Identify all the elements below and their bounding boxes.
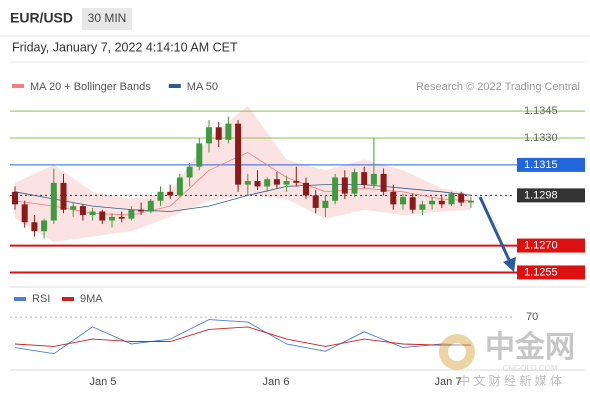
candle-body <box>79 206 86 216</box>
legend-label: 9MA <box>80 293 103 305</box>
timeframe[interactable]: 30 MIN <box>88 11 127 25</box>
indicator-line <box>14 326 471 347</box>
candle-body <box>390 191 397 205</box>
candle-body <box>341 177 348 194</box>
candle-body <box>109 216 115 221</box>
candle-body <box>332 177 339 201</box>
candle-body <box>186 166 193 178</box>
candle-body <box>12 191 18 205</box>
y-tick-label: 70 <box>526 311 538 323</box>
symbol: EUR/USD <box>10 10 73 26</box>
candle-body <box>351 172 358 194</box>
watermark-logo: 中金网 <box>485 330 575 364</box>
candle-body <box>370 173 377 185</box>
candle-body <box>283 181 290 185</box>
indicator-line <box>14 319 471 355</box>
candle-body <box>312 195 319 208</box>
candle-body <box>264 179 271 187</box>
level-label-box <box>517 188 585 203</box>
candle-body <box>467 200 474 203</box>
candle-body <box>254 181 261 187</box>
candle-body <box>60 182 67 210</box>
x-tick-label: Jan 7 <box>435 376 462 388</box>
candle-body <box>176 177 183 196</box>
candle-body <box>419 204 426 210</box>
candle-body <box>225 123 232 140</box>
candle-body <box>448 193 455 205</box>
level-label: 1.1255 <box>524 266 558 278</box>
candle-body <box>322 200 329 208</box>
bollinger-band <box>15 105 471 242</box>
candle-body <box>118 216 125 219</box>
legend-swatch <box>62 297 74 301</box>
candle-body <box>157 191 164 201</box>
candle-body <box>138 209 145 212</box>
candle-body <box>438 200 445 205</box>
candle-body <box>429 200 436 205</box>
candle-body <box>50 182 57 221</box>
candle-body <box>235 123 242 185</box>
candle-body <box>41 220 48 232</box>
candle-body <box>361 172 368 185</box>
candle-body <box>99 211 106 221</box>
level-label: 1.1315 <box>524 159 558 171</box>
candle-body <box>458 193 465 203</box>
candle-body <box>273 179 280 185</box>
level-label: 1.1345 <box>524 105 558 117</box>
candle-body <box>400 197 406 205</box>
legend-label: RSI <box>32 293 50 305</box>
level-label-box <box>517 238 585 253</box>
candle-body <box>196 143 203 167</box>
legend-swatch <box>14 297 26 301</box>
watermark: 中金网 CNGOLD.COM 中 文 财 经 新 媒 体 <box>439 330 575 388</box>
level-label-box <box>517 265 585 280</box>
candle-body <box>293 181 300 183</box>
candle-body <box>303 182 309 196</box>
candle-body <box>21 204 28 223</box>
x-tick-label: Jan 6 <box>263 376 290 388</box>
ma50-line <box>14 184 471 212</box>
candle-body <box>89 211 96 216</box>
legend-label: MA 20 + Bollinger Bands <box>30 81 151 93</box>
datetime: Friday, January 7, 2022 4:14:10 AM CET <box>12 40 238 54</box>
candle-body <box>409 197 416 210</box>
source: Research © 2022 Trading Central <box>416 81 580 93</box>
watermark-site: CNGOLD.COM <box>502 364 557 373</box>
watermark-slogan: 中 文 财 经 新 媒 体 <box>458 373 562 388</box>
candle-body <box>167 191 174 196</box>
candle-body <box>70 206 77 210</box>
logo-icon <box>448 343 466 361</box>
x-tick-label: Jan 5 <box>90 376 117 388</box>
level-label: 1.1330 <box>524 132 558 144</box>
legend-swatch <box>12 84 24 88</box>
level-label-box <box>517 157 585 172</box>
legend-swatch <box>168 84 181 88</box>
forecast-arrowhead <box>503 257 516 272</box>
candle-body <box>128 209 135 219</box>
forecast-arrow <box>478 196 512 263</box>
level-label: 1.1298 <box>524 189 558 201</box>
level-label: 1.1270 <box>524 239 558 251</box>
candle-body <box>147 200 154 212</box>
timeframe-box[interactable] <box>82 8 132 30</box>
candle-body <box>380 173 387 192</box>
candle-body <box>244 181 251 185</box>
candle-body <box>215 127 222 140</box>
candle-body <box>206 127 212 144</box>
candle-body <box>31 222 38 232</box>
legend-label: MA 50 <box>187 81 218 93</box>
